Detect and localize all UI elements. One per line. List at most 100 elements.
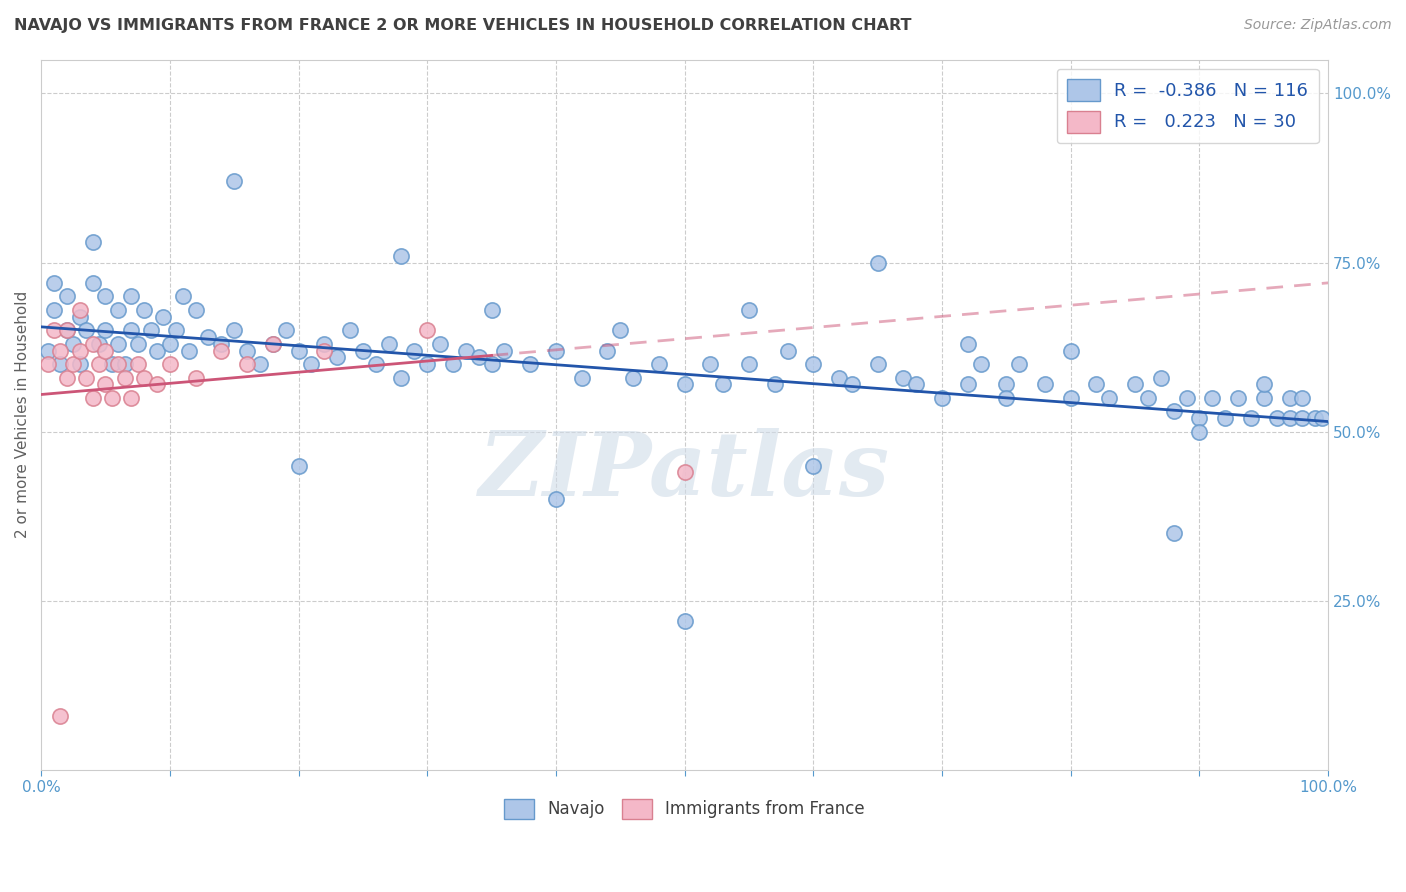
Point bbox=[56, 323, 79, 337]
Point bbox=[866, 255, 889, 269]
Point bbox=[352, 343, 374, 358]
Point bbox=[1085, 377, 1108, 392]
Point bbox=[209, 336, 232, 351]
Point bbox=[416, 323, 439, 337]
Point bbox=[94, 323, 117, 337]
Point bbox=[596, 343, 619, 358]
Point bbox=[481, 357, 503, 371]
Point bbox=[609, 323, 631, 337]
Point bbox=[1123, 377, 1146, 392]
Point bbox=[75, 370, 97, 384]
Point bbox=[673, 614, 696, 628]
Point bbox=[1201, 391, 1223, 405]
Point bbox=[165, 323, 187, 337]
Point bbox=[956, 377, 979, 392]
Point bbox=[49, 357, 72, 371]
Point bbox=[621, 370, 644, 384]
Point bbox=[571, 370, 593, 384]
Point bbox=[1098, 391, 1121, 405]
Point bbox=[139, 323, 162, 337]
Point bbox=[801, 357, 824, 371]
Point bbox=[1213, 411, 1236, 425]
Point bbox=[127, 336, 149, 351]
Point bbox=[82, 276, 104, 290]
Point bbox=[1253, 391, 1275, 405]
Point bbox=[120, 289, 142, 303]
Y-axis label: 2 or more Vehicles in Household: 2 or more Vehicles in Household bbox=[15, 291, 30, 539]
Point bbox=[995, 391, 1018, 405]
Point bbox=[56, 289, 79, 303]
Point bbox=[314, 343, 336, 358]
Point bbox=[82, 235, 104, 250]
Point bbox=[1291, 391, 1313, 405]
Point bbox=[262, 336, 284, 351]
Point bbox=[763, 377, 786, 392]
Point bbox=[62, 336, 84, 351]
Point bbox=[37, 343, 59, 358]
Point bbox=[94, 343, 117, 358]
Point bbox=[1310, 411, 1333, 425]
Point bbox=[69, 310, 91, 324]
Point bbox=[69, 302, 91, 317]
Legend: Navajo, Immigrants from France: Navajo, Immigrants from France bbox=[498, 792, 872, 826]
Point bbox=[648, 357, 671, 371]
Point bbox=[673, 377, 696, 392]
Point bbox=[1188, 411, 1211, 425]
Point bbox=[132, 302, 155, 317]
Point bbox=[1291, 411, 1313, 425]
Point bbox=[454, 343, 477, 358]
Point bbox=[42, 302, 65, 317]
Point bbox=[1253, 377, 1275, 392]
Point bbox=[69, 343, 91, 358]
Point bbox=[37, 357, 59, 371]
Text: Source: ZipAtlas.com: Source: ZipAtlas.com bbox=[1244, 18, 1392, 32]
Point bbox=[101, 357, 124, 371]
Point bbox=[391, 370, 413, 384]
Point bbox=[314, 336, 336, 351]
Point bbox=[159, 336, 181, 351]
Point bbox=[132, 370, 155, 384]
Point bbox=[209, 343, 232, 358]
Point bbox=[1227, 391, 1250, 405]
Point bbox=[494, 343, 516, 358]
Point bbox=[287, 458, 309, 473]
Point bbox=[146, 343, 169, 358]
Point bbox=[114, 357, 136, 371]
Point bbox=[49, 709, 72, 723]
Point bbox=[956, 336, 979, 351]
Point bbox=[274, 323, 297, 337]
Point bbox=[544, 492, 567, 507]
Point bbox=[236, 357, 259, 371]
Point bbox=[299, 357, 322, 371]
Point bbox=[49, 343, 72, 358]
Point bbox=[107, 302, 129, 317]
Point bbox=[62, 357, 84, 371]
Point bbox=[94, 289, 117, 303]
Point bbox=[262, 336, 284, 351]
Point bbox=[404, 343, 426, 358]
Text: ZIPatlas: ZIPatlas bbox=[479, 428, 890, 515]
Point bbox=[1175, 391, 1198, 405]
Point bbox=[249, 357, 271, 371]
Point bbox=[1150, 370, 1173, 384]
Point bbox=[127, 357, 149, 371]
Point bbox=[107, 336, 129, 351]
Point bbox=[107, 357, 129, 371]
Point bbox=[114, 370, 136, 384]
Point bbox=[1188, 425, 1211, 439]
Point bbox=[995, 377, 1018, 392]
Point bbox=[441, 357, 464, 371]
Point bbox=[969, 357, 991, 371]
Point bbox=[1278, 411, 1301, 425]
Point bbox=[56, 370, 79, 384]
Point bbox=[120, 391, 142, 405]
Point bbox=[94, 377, 117, 392]
Point bbox=[1163, 404, 1185, 418]
Point bbox=[69, 357, 91, 371]
Point bbox=[1278, 391, 1301, 405]
Text: NAVAJO VS IMMIGRANTS FROM FRANCE 2 OR MORE VEHICLES IN HOUSEHOLD CORRELATION CHA: NAVAJO VS IMMIGRANTS FROM FRANCE 2 OR MO… bbox=[14, 18, 911, 33]
Point bbox=[184, 302, 207, 317]
Point bbox=[391, 249, 413, 263]
Point bbox=[236, 343, 259, 358]
Point bbox=[519, 357, 541, 371]
